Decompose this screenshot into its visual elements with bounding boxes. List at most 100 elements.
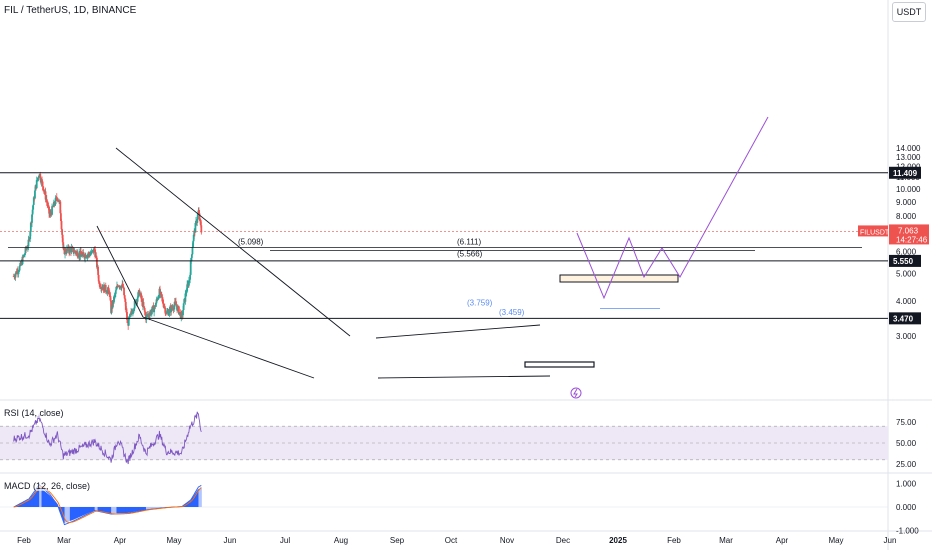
macd-hist-bar [91,507,93,512]
macd-hist-bar [22,502,24,507]
candle-body [104,285,107,292]
macd-hist-bar [152,507,154,509]
macd-hist-bar [62,507,64,520]
price-tick-label: 3.000 [896,332,917,341]
macd-hist-bar [131,507,133,513]
x-tick-label: Feb [17,536,31,545]
macd-hist-bar [131,507,133,513]
macd-hist-bar [134,507,136,512]
candle-body [88,252,91,255]
candle-body [37,177,40,179]
macd-hist-bar [76,507,78,519]
candle-body [94,249,97,257]
candle-body [150,310,153,314]
candle-body [45,199,48,203]
macd-hist-bar [44,491,46,507]
candle-body [35,180,38,189]
macd-hist-bar [199,488,201,507]
macd-hist-bar [111,507,113,514]
macd-hist-bar [188,501,190,507]
macd-hist-bar [83,507,85,515]
candle-body [133,308,135,311]
macd-hist-bar [28,499,30,507]
macd-hist-bar [110,507,112,514]
macd-hist-bar [42,489,44,507]
macd-hist-bar [157,507,159,509]
candle-body [109,296,112,301]
price-level-tag [889,312,921,325]
macd-hist-bar [99,507,101,512]
macd-hist-bar [161,507,163,508]
candle-body [161,297,164,300]
candle-body [62,242,65,249]
macd-hist-bar [50,496,52,507]
candle-body [60,221,63,230]
macd-hist-bar [148,507,150,510]
macd-hist-bar [74,507,76,519]
candle-body [153,308,156,313]
macd-pane: 1.000 0.000 -1.000 [0,480,919,536]
macd-hist-bar [22,502,24,507]
x-tick-label: May [828,536,843,545]
currency-unit-button[interactable]: USDT [892,2,926,22]
candle-body [128,316,131,318]
candle-body [120,285,123,289]
candle-body [29,222,32,232]
macd-hist-bar [43,491,45,507]
rsi-label: RSI (14, close) [4,408,64,418]
candle-body [82,252,85,254]
candle-body [76,251,79,257]
macd-hist-bar [149,507,151,510]
macd-hist-bar [66,507,68,522]
macd-hist-bar [56,504,58,507]
macd-hist-bar [49,495,51,507]
support-zone-box [524,361,595,368]
candle-body [170,306,173,309]
macd-hist-bar [95,507,97,511]
macd-hist-bar [101,507,103,512]
candle-body [114,293,117,295]
macd-hist-bar [130,507,132,513]
candle-body [114,290,117,294]
rsi-tick-label: 50.00 [896,439,917,448]
macd-hist-bar [105,507,107,513]
candle-body [151,306,154,311]
candle-body [39,173,42,180]
macd-hist-bar [158,507,160,509]
macd-hist-bar [119,507,121,514]
candle-body [180,312,183,315]
candle-body [41,179,43,182]
candle-body [115,288,118,291]
macd-hist-bar [41,489,43,507]
candle-body [182,303,185,311]
macd-hist-bar [158,507,160,509]
macd-hist-bar [135,507,137,512]
candle-body [98,283,101,288]
macd-hist-bar [51,498,53,507]
candle-body [87,254,89,256]
candle-body [53,201,56,205]
macd-hist-bar [68,507,70,522]
macd-hist-bar [186,503,188,507]
candle-body [200,225,203,233]
macd-hist-bar [106,507,108,513]
macd-hist-bar [54,501,56,507]
candle-body [123,287,125,296]
macd-hist-bar [197,489,199,507]
macd-hist-bar [59,507,61,511]
macd-hist-bar [86,507,88,514]
macd-hist-bar [140,507,142,511]
candle-body [56,198,59,200]
price-tick-label: 9.000 [896,198,917,207]
candle-body [93,248,95,253]
candle-body [126,319,129,323]
candle-body [80,250,82,255]
macd-hist-bar [136,507,138,512]
macd-hist-bar [198,488,200,507]
rsi-tick-label: 75.00 [896,418,917,427]
x-tick-label: 2025 [609,536,627,545]
macd-hist-bar [144,507,146,510]
candle-body [184,293,187,302]
macd-hist-bar [143,507,145,510]
macd-hist-bar [124,507,126,513]
